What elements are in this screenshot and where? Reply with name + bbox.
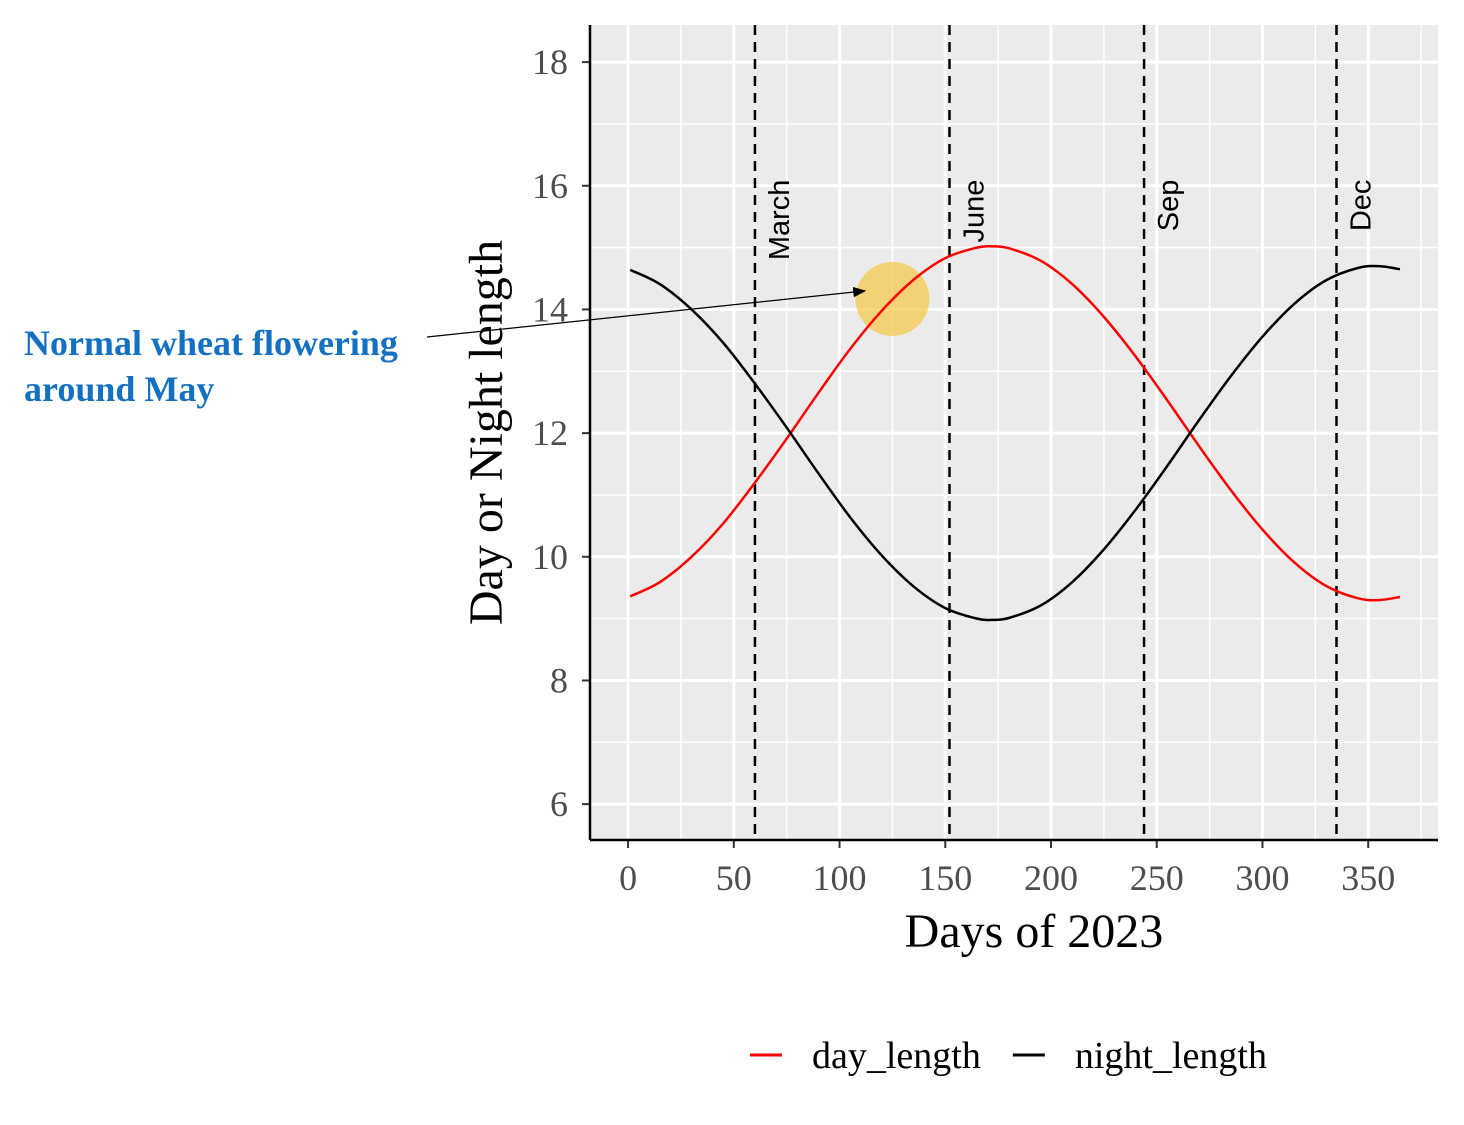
x-tick-label: 0	[619, 858, 637, 898]
y-tick-label: 8	[550, 660, 568, 700]
annotation-text: around May	[24, 369, 214, 409]
series-line-day-length	[629, 244, 1401, 602]
annotation-text: Normal wheat flowering	[24, 323, 398, 363]
y-tick-label: 10	[532, 537, 568, 577]
y-tick-label: 18	[532, 42, 568, 82]
y-axis-title: Day or Night length	[460, 240, 513, 625]
x-tick-label: 350	[1341, 858, 1395, 898]
series-line-night-length	[629, 264, 1401, 622]
legend-label: night_length	[1075, 1035, 1267, 1077]
x-axis-title: Days of 2023	[905, 905, 1164, 958]
x-tick-label: 150	[918, 858, 972, 898]
vline-label: Dec	[1345, 180, 1377, 232]
x-tick-label: 200	[1024, 858, 1078, 898]
x-tick-label: 50	[716, 858, 752, 898]
vline-label: June	[959, 180, 991, 243]
x-tick-label: 250	[1130, 858, 1184, 898]
x-tick-label: 300	[1235, 858, 1289, 898]
x-tick-label: 100	[813, 858, 867, 898]
legend-label: day_length	[812, 1035, 981, 1077]
y-tick-label: 6	[550, 784, 568, 824]
vline-label: Sep	[1153, 180, 1185, 232]
y-tick-label: 12	[532, 413, 568, 453]
annotation-arrow	[426, 286, 867, 338]
y-tick-label: 16	[532, 166, 568, 206]
vline-label: March	[764, 180, 796, 261]
